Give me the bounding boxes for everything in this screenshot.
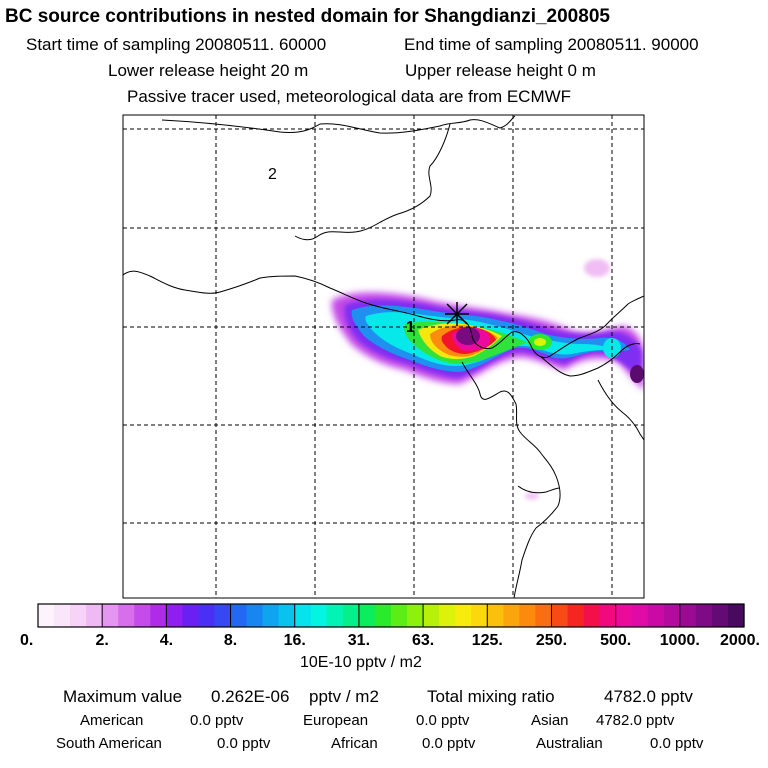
colorbar-swatch <box>711 604 729 627</box>
colorbar-swatch <box>407 604 424 627</box>
colorbar-swatch <box>310 604 328 627</box>
region-european-label: European <box>303 712 369 729</box>
colorbar-swatch <box>535 604 553 627</box>
colorbar-swatch <box>262 604 280 627</box>
colorbar-swatch <box>198 604 216 627</box>
colorbar-swatch <box>70 604 87 627</box>
plume-east-core <box>630 365 644 383</box>
maximum-value-unit: pptv / m2 <box>309 687 379 706</box>
plume-core <box>456 327 480 345</box>
colorbar-swatch <box>118 604 135 627</box>
plume-mid-blob-inner <box>534 338 546 346</box>
passive-tracer-note: Passive tracer used, meteorological data… <box>127 87 572 106</box>
colorbar-swatch <box>326 604 344 627</box>
end-time-text: End time of sampling 20080511. 90000 <box>404 35 699 54</box>
region-south-american-value: 0.0 pptv <box>217 735 271 752</box>
colorbar-tick-labels: 0. 2. 4. 8. 16. 31. 63. 125. 250. 500. 1000. 2000. <box>20 632 760 649</box>
colorbar-swatch <box>391 604 408 627</box>
colorbar-swatch <box>679 604 697 627</box>
colorbar-swatch <box>102 604 119 627</box>
colorbar-swatch <box>358 604 376 627</box>
region-european-value: 0.0 pptv <box>416 712 470 729</box>
colorbar-swatch <box>599 604 617 627</box>
map-frame <box>122 114 645 599</box>
lower-release-height-text: Lower release height 20 m <box>108 61 309 80</box>
plume-ne-patch <box>584 259 610 277</box>
region-south-american-label: South American <box>56 735 162 752</box>
colorbar-unit-label: 10E-10 pptv / m2 <box>300 654 422 671</box>
colorbar-swatch <box>583 604 601 627</box>
colorbar-tick-label: 1000. <box>660 632 700 649</box>
region-american-value: 0.0 pptv <box>190 712 244 729</box>
colorbar-swatch <box>278 604 296 627</box>
region-american-label: American <box>80 712 144 729</box>
colorbar-swatch <box>647 604 665 627</box>
region-asian-value: 4782.0 pptv <box>596 712 675 729</box>
colorbar-swatch <box>663 604 681 627</box>
colorbar-tick-label: 16. <box>284 632 306 649</box>
region-australian-value: 0.0 pptv <box>650 735 704 752</box>
colorbar-tick-label: 2000. <box>720 632 760 649</box>
colorbar-tick-label: 63. <box>412 632 434 649</box>
colorbar-swatch <box>631 604 649 627</box>
colorbar-swatch <box>150 604 167 627</box>
colorbar-swatch <box>166 604 184 627</box>
plume-field <box>331 259 644 500</box>
colorbar-swatch <box>471 604 488 627</box>
colorbar-swatch <box>695 604 713 627</box>
total-mixing-ratio-value: 4782.0 pptv <box>604 687 693 706</box>
colorbar-swatch <box>423 604 440 627</box>
colorbar-swatch <box>374 604 392 627</box>
receptor-star-icon <box>445 302 469 326</box>
colorbar-swatch <box>519 604 537 627</box>
region-asian-label: Asian <box>531 712 569 729</box>
map-label-1: 1 <box>406 319 415 336</box>
colorbar-swatch <box>246 604 264 627</box>
total-mixing-ratio-label: Total mixing ratio <box>427 687 555 706</box>
colorbar-swatch <box>615 604 633 627</box>
colorbar-tick-label: 125. <box>472 632 503 649</box>
colorbar-tick-label: 250. <box>536 632 567 649</box>
colorbar-swatch <box>455 604 472 627</box>
colorbar-swatch <box>54 604 71 627</box>
colorbar-tick-label: 31. <box>348 632 370 649</box>
maximum-value-label: Maximum value <box>63 687 183 706</box>
colorbar-tick-label: 2. <box>96 632 109 649</box>
colorbar <box>37 603 745 628</box>
colorbar-tick-label: 500. <box>600 632 631 649</box>
colorbar-swatch <box>214 604 232 627</box>
colorbar-swatch <box>727 604 745 627</box>
colorbar-swatch <box>503 604 520 627</box>
colorbar-swatch <box>487 604 504 627</box>
region-australian-label: Australian <box>536 735 603 752</box>
coastlines <box>123 115 644 598</box>
colorbar-swatch <box>134 604 151 627</box>
region-african-label: African <box>331 735 378 752</box>
graticule <box>123 115 644 598</box>
upper-release-height-text: Upper release height 0 m <box>405 61 596 80</box>
colorbar-swatch <box>38 604 55 627</box>
colorbar-tick-label: 8. <box>224 632 237 649</box>
colorbar-swatch <box>342 604 360 627</box>
colorbar-tick-label: 4. <box>160 632 173 649</box>
start-time-text: Start time of sampling 20080511. 60000 <box>26 35 327 54</box>
colorbar-swatch <box>567 604 585 627</box>
colorbar-swatch <box>230 604 248 627</box>
colorbar-swatch <box>294 604 312 627</box>
map-area: 2 1 <box>123 115 644 598</box>
colorbar-frame <box>37 603 745 628</box>
colorbar-swatch <box>86 604 103 627</box>
maximum-value: 0.262E-06 <box>211 687 290 706</box>
plume-south-patch <box>525 492 539 500</box>
chart-title: BC source contributions in nested domain… <box>5 6 610 27</box>
map-label-2: 2 <box>268 166 277 183</box>
region-african-value: 0.0 pptv <box>422 735 476 752</box>
colorbar-tick-label: 0. <box>20 632 33 649</box>
colorbar-swatch <box>182 604 200 627</box>
colorbar-swatch <box>551 604 569 627</box>
colorbar-swatch <box>439 604 456 627</box>
